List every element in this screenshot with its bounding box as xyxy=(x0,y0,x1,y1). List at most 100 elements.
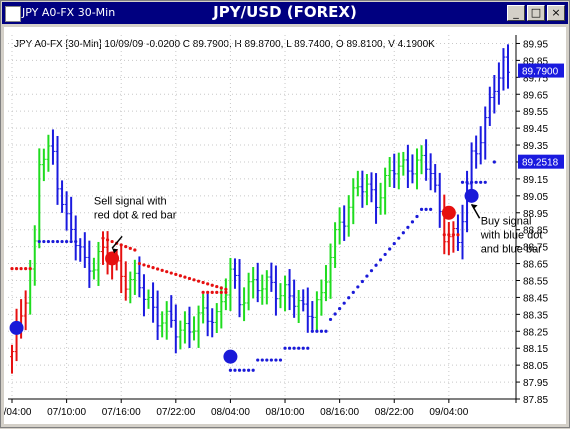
x-tick-label: 08/16:00 xyxy=(320,407,359,418)
x-tick-label: 08/22:00 xyxy=(375,407,414,418)
stop-dot xyxy=(260,358,264,362)
stop-dot xyxy=(146,264,151,268)
stop-dot xyxy=(451,233,455,237)
annotation-text: Buy signal xyxy=(481,216,532,228)
stop-dot xyxy=(351,290,355,294)
stop-dot xyxy=(442,233,446,237)
stop-dot xyxy=(292,346,296,350)
y-tick-label: 89.75 xyxy=(523,73,548,84)
stop-dot xyxy=(69,239,73,244)
stop-dot xyxy=(42,239,46,244)
y-tick-label: 89.65 xyxy=(523,90,548,101)
signal-dot xyxy=(441,205,456,220)
y-tick-label: 88.85 xyxy=(523,226,548,237)
stop-dot xyxy=(469,180,474,184)
y-tick-label: 89.45 xyxy=(523,124,548,135)
app-icon xyxy=(5,6,21,22)
annotation-text: with blue dot xyxy=(480,230,543,242)
stop-dot xyxy=(419,207,424,211)
stop-dot xyxy=(401,231,405,235)
arrow-head xyxy=(112,248,119,254)
stop-dot xyxy=(410,220,415,224)
stop-dot xyxy=(169,271,173,275)
stop-dot xyxy=(287,346,292,350)
signal-dot xyxy=(464,188,479,203)
x-tick-label: 07/16:00 xyxy=(102,407,141,418)
stop-dot xyxy=(46,239,51,244)
title-bar[interactable]: JPY A0-FX 30-Min JPY/USD (FOREX) _ □ × xyxy=(2,2,568,24)
stop-dot xyxy=(424,207,428,211)
stop-dot xyxy=(219,290,223,294)
stop-dot xyxy=(187,276,192,281)
x-tick-label: 07/04:00 xyxy=(4,407,32,418)
stop-dot xyxy=(447,233,451,237)
stop-dot xyxy=(269,358,273,362)
stop-dot xyxy=(306,346,310,350)
stop-dot xyxy=(492,160,496,164)
stop-dot xyxy=(224,287,228,291)
y-tick-label: 87.85 xyxy=(523,395,548,406)
stop-dot xyxy=(378,258,383,262)
price-label-box xyxy=(518,63,564,78)
y-tick-label: 88.25 xyxy=(523,327,548,338)
window-main-title: JPY/USD (FOREX) xyxy=(213,3,357,21)
stop-dot xyxy=(429,207,433,211)
stop-dot xyxy=(151,266,155,270)
stop-dot xyxy=(465,180,469,184)
stop-dots xyxy=(10,160,496,372)
stop-dot xyxy=(406,225,410,229)
stop-dot xyxy=(124,245,128,249)
y-tick-label: 88.65 xyxy=(523,260,548,271)
stop-dot xyxy=(183,275,187,279)
stop-dot xyxy=(74,239,78,244)
x-tick-label: 08/04:00 xyxy=(211,407,250,418)
stop-dot xyxy=(237,368,242,372)
stop-dot xyxy=(215,284,219,289)
stop-dot xyxy=(128,246,132,250)
stop-dot xyxy=(210,283,214,287)
close-button[interactable]: × xyxy=(547,5,565,21)
stop-dot xyxy=(19,267,23,271)
annotations: Sell signal with red dot & red bar Buy sig… xyxy=(94,195,543,255)
stop-dot xyxy=(319,329,324,333)
annotation-arrow xyxy=(111,235,123,249)
y-tick-label: 88.95 xyxy=(523,209,548,220)
stop-dot xyxy=(110,239,114,244)
y-tick-label: 88.15 xyxy=(523,344,548,355)
stop-dot xyxy=(201,290,205,294)
stop-dot xyxy=(65,239,69,244)
stop-dot xyxy=(360,279,364,284)
stop-dot xyxy=(10,267,14,271)
stop-dot xyxy=(233,368,237,372)
y-tick-label: 88.05 xyxy=(523,361,548,372)
stop-dot xyxy=(196,279,201,283)
stop-dot xyxy=(242,368,246,372)
stop-dot xyxy=(133,248,137,252)
stop-dot xyxy=(324,329,328,333)
stop-dot xyxy=(210,290,214,294)
chart-title: JPY A0-FX [30-Min] 10/09/09 -0.0200 C 89… xyxy=(14,39,435,50)
stop-dot xyxy=(347,296,351,300)
stop-dot xyxy=(60,239,64,244)
stop-dot xyxy=(388,247,392,251)
stop-dot xyxy=(165,270,169,274)
price-label: 89.2518 xyxy=(522,158,559,169)
stop-dot xyxy=(265,358,269,362)
x-tick-label: 08/10:00 xyxy=(266,407,305,418)
stop-dot xyxy=(474,180,478,184)
stop-dot xyxy=(274,358,278,362)
y-tick-label: 88.55 xyxy=(523,276,548,287)
stop-dot xyxy=(397,236,401,240)
stop-dot xyxy=(247,368,251,372)
stop-dot xyxy=(456,233,460,237)
stop-dot xyxy=(137,261,142,266)
x-tick-label: 07/10:00 xyxy=(47,407,86,418)
minimize-button[interactable]: _ xyxy=(507,5,525,21)
stop-dot xyxy=(215,290,219,294)
y-axis: 87.85 87.95 88.05 88.15 88.25 88.35 88.45 88.55… xyxy=(515,35,564,406)
maximize-button[interactable]: □ xyxy=(527,5,545,21)
stop-dot xyxy=(301,346,305,350)
chart-area: JPY A0-FX [30-Min] 10/09/09 -0.0200 C 89… xyxy=(0,27,566,424)
window-small-title: JPY A0-FX 30-Min xyxy=(22,6,116,19)
x-axis: 07/04:00 07/10:00 07/16:00 07/22:00 08/04:00… xyxy=(0,398,516,418)
